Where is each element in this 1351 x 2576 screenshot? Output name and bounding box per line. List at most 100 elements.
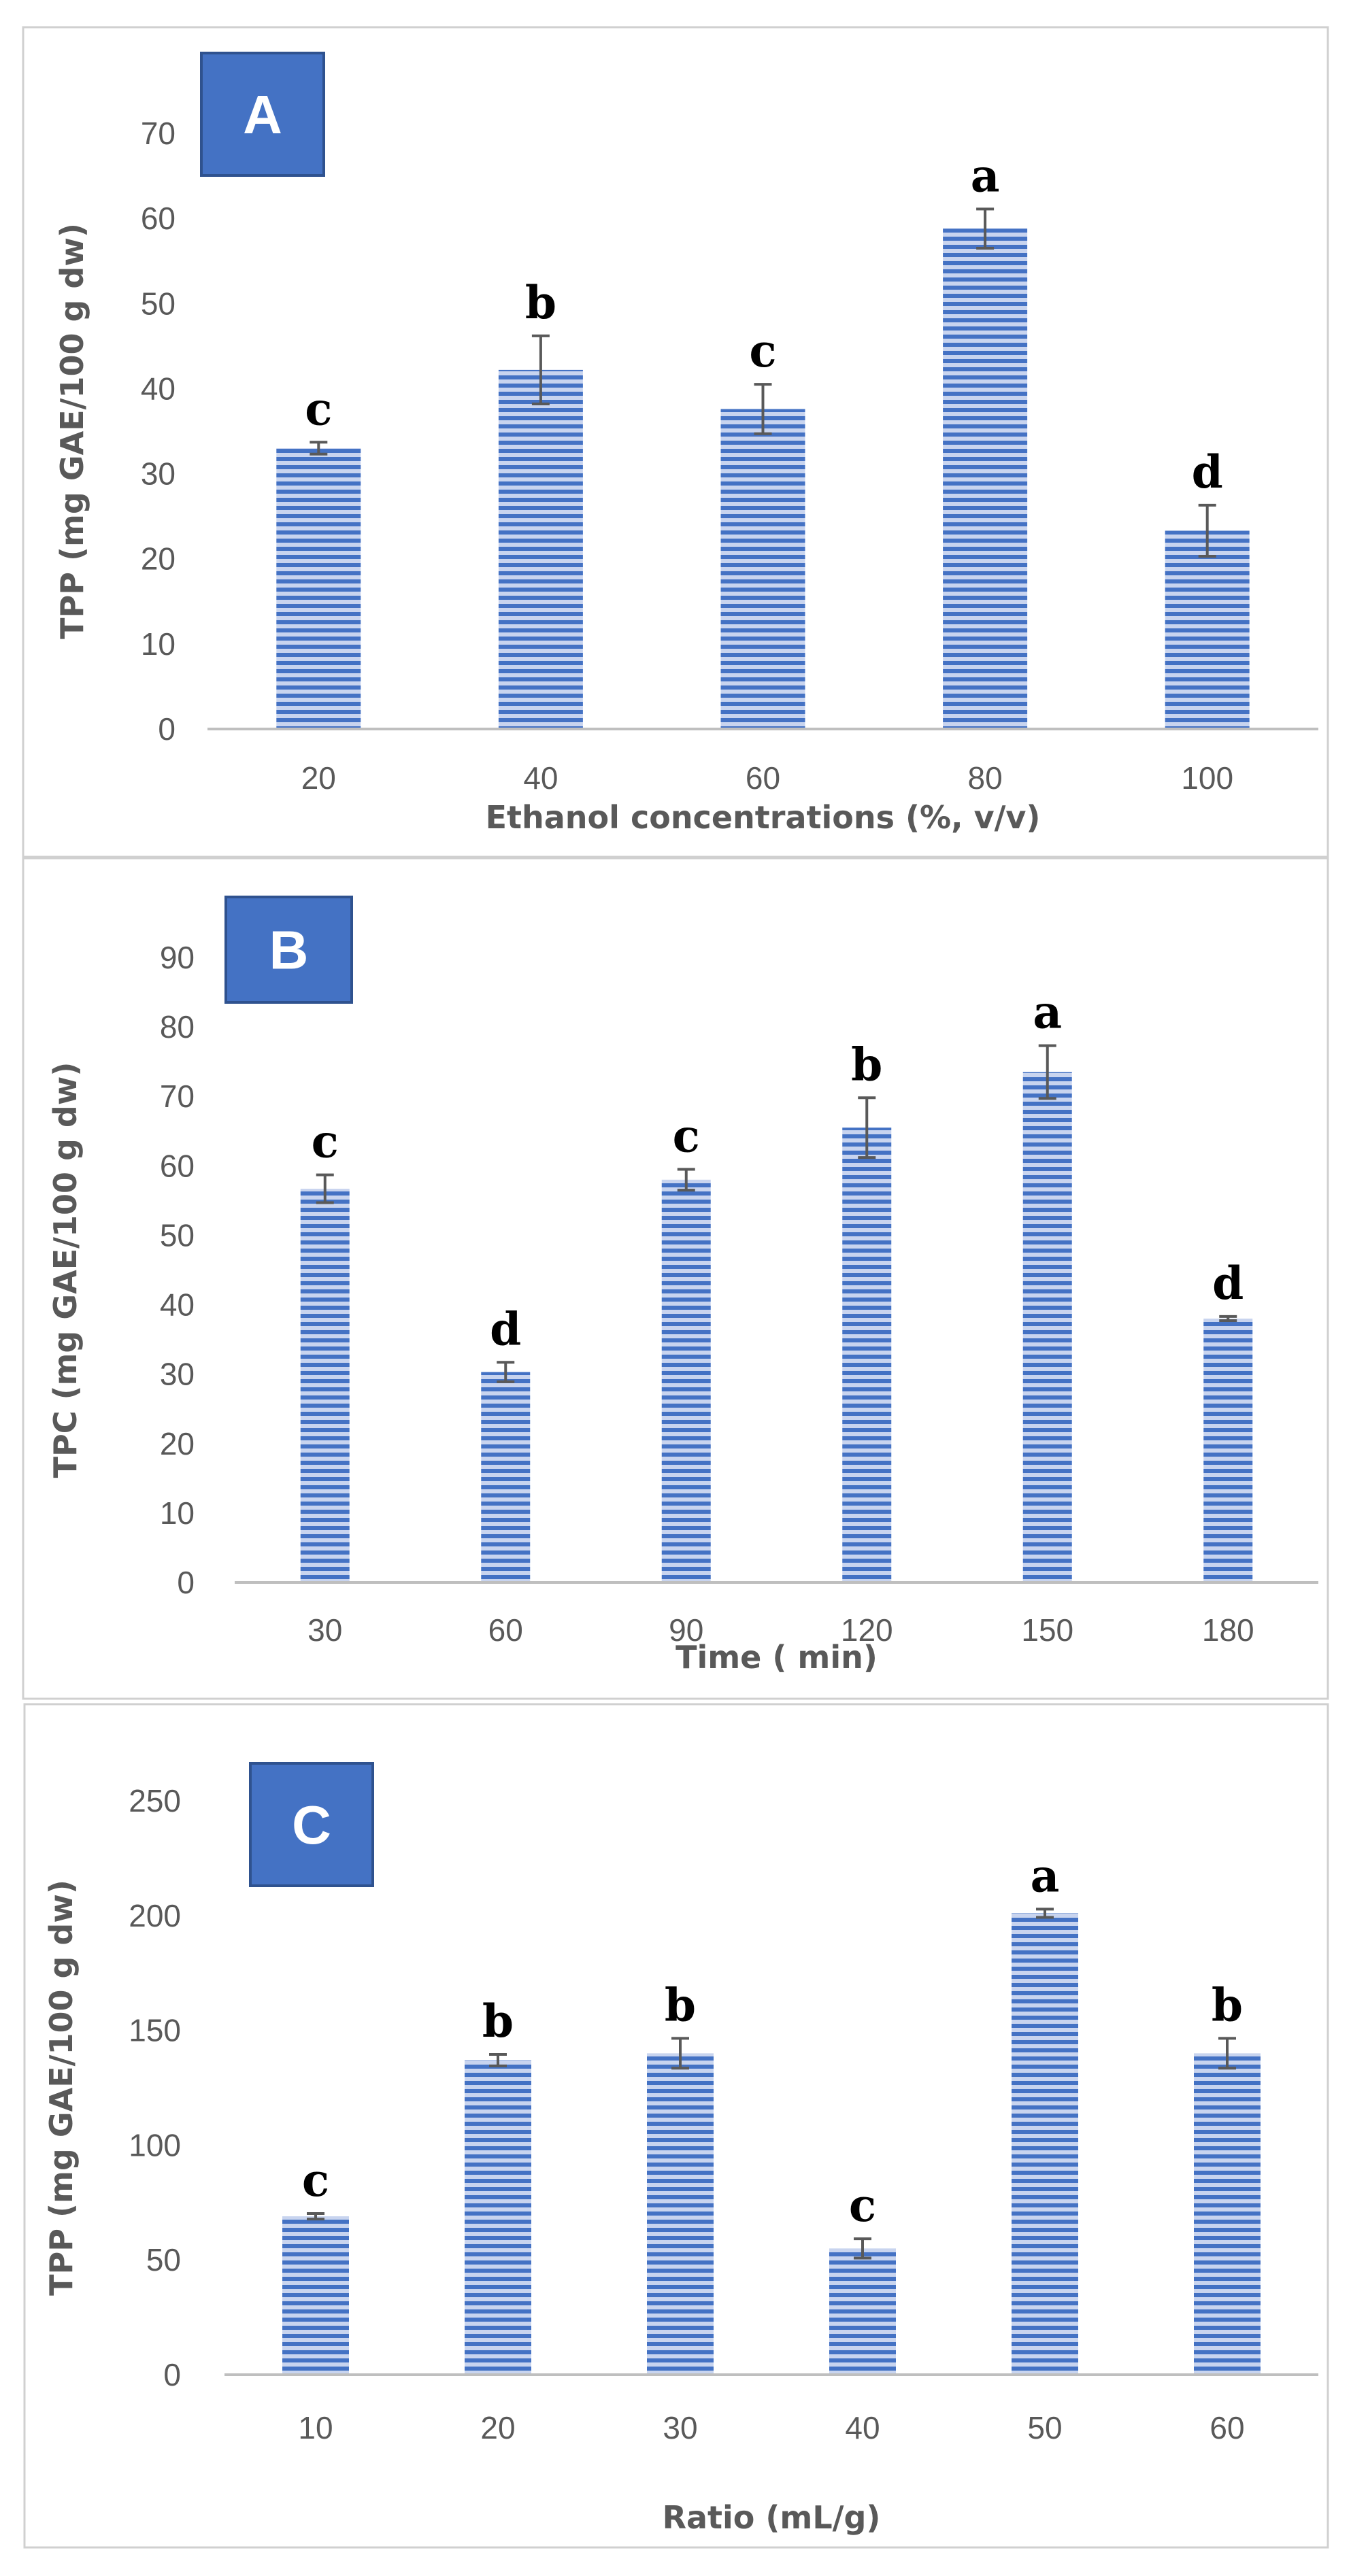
y-tick-label: 10 <box>141 626 176 662</box>
panel-tag-label: B <box>269 920 309 981</box>
error-bar <box>854 2237 871 2260</box>
significance-letter: c <box>302 2154 329 2207</box>
error-bar <box>497 1361 515 1383</box>
significance-letter: c <box>305 382 332 435</box>
error-bar <box>307 2212 324 2221</box>
x-tick-label: 60 <box>1210 2410 1244 2445</box>
y-tick-label: 250 <box>129 1783 181 1818</box>
y-axis-title: TPC (mg GAE/100 g dw) <box>47 1062 84 1478</box>
significance-letter: b <box>482 1995 514 2048</box>
bar <box>1194 2053 1261 2375</box>
chart-panel-c: 0 50 100 150 200 250 c 10 b 20 b 30 c 40 a 50 b 60 Ratio (… <box>23 1703 1329 2549</box>
x-tick-label: 40 <box>523 760 558 796</box>
x-axis-title: Time ( min) <box>676 1639 878 1676</box>
bar <box>1203 1318 1253 1582</box>
y-tick-label: 50 <box>146 2242 181 2277</box>
chart-panel-a: 0 10 20 30 40 50 60 70 c 20 b 40 c 60 a 80 d 100 Ethanol c… <box>22 26 1329 858</box>
bar <box>1165 530 1250 729</box>
error-bar <box>531 334 550 405</box>
significance-letter: d <box>1192 445 1223 498</box>
y-tick-label: 70 <box>141 116 176 151</box>
error-bar <box>1038 1044 1056 1100</box>
y-tick-label: 40 <box>141 371 176 406</box>
error-bar <box>1218 2037 1236 2070</box>
y-tick-label: 50 <box>141 286 176 321</box>
significance-letter: b <box>851 1038 882 1091</box>
error-bar <box>1036 1908 1054 1919</box>
y-tick-label: 70 <box>160 1079 195 1114</box>
significance-letter: c <box>312 1115 339 1168</box>
x-tick-label: 50 <box>1027 2410 1062 2445</box>
error-bar <box>671 2037 689 2070</box>
y-tick-label: 30 <box>141 456 176 492</box>
error-bar <box>310 441 328 456</box>
error-bar <box>976 207 995 250</box>
y-tick-label: 20 <box>141 541 176 577</box>
bar <box>276 448 361 729</box>
x-tick-label: 40 <box>845 2410 880 2445</box>
y-tick-label: 20 <box>160 1426 195 1461</box>
significance-letter: b <box>665 1978 696 2031</box>
panel-tag-box <box>249 1762 374 1887</box>
significance-letter: b <box>525 276 556 329</box>
bar <box>465 2060 531 2375</box>
x-tick-label: 80 <box>968 760 1003 796</box>
bar <box>943 228 1028 729</box>
y-tick-label: 90 <box>160 940 195 975</box>
y-tick-label: 80 <box>160 1009 195 1045</box>
x-tick-label: 60 <box>488 1612 523 1648</box>
bar <box>829 2248 896 2375</box>
significance-letter: d <box>1212 1257 1244 1310</box>
y-axis-title: TPP (mg GAE/100 g dw) <box>54 223 90 639</box>
x-tick-label: 10 <box>298 2410 333 2445</box>
y-tick-label: 150 <box>129 2013 181 2048</box>
bar <box>300 1189 350 1582</box>
bar <box>282 2216 349 2375</box>
y-tick-label: 50 <box>160 1217 195 1253</box>
x-tick-label: 30 <box>663 2410 697 2445</box>
error-bar <box>316 1173 334 1204</box>
y-tick-label: 200 <box>129 1898 181 1933</box>
y-tick-label: 10 <box>160 1495 195 1531</box>
y-tick-label: 0 <box>177 1565 195 1600</box>
significance-letter: a <box>1033 986 1062 1039</box>
x-tick-label: 60 <box>746 760 780 796</box>
y-tick-label: 0 <box>158 711 176 747</box>
bar <box>1022 1072 1072 1582</box>
significance-letter: d <box>490 1302 521 1355</box>
y-tick-label: 60 <box>141 201 176 236</box>
x-tick-label: 150 <box>1021 1612 1073 1648</box>
error-bar <box>677 1168 695 1192</box>
y-axis-title: TPP (mg GAE/100 g dw) <box>43 1880 80 2296</box>
x-tick-label: 90 <box>669 1612 703 1648</box>
x-tick-label: 20 <box>480 2410 515 2445</box>
significance-letter: c <box>849 2179 876 2232</box>
x-tick-label: 180 <box>1202 1612 1254 1648</box>
x-tick-label: 120 <box>841 1612 893 1648</box>
significance-letter: c <box>673 1109 700 1162</box>
panel-tag-box <box>200 52 325 177</box>
error-bar <box>1198 503 1216 558</box>
chart-panel-b: 0 10 20 30 40 50 60 70 80 90 c 30 d 60 c 90 b 120 a 150 d 180… <box>22 857 1329 1700</box>
x-axis-title: Ethanol concentrations (%, v/v) <box>486 799 1041 836</box>
significance-letter: b <box>1212 1978 1243 2031</box>
panel-tag-label: C <box>292 1795 331 1855</box>
x-tick-label: 30 <box>307 1612 342 1648</box>
error-bar <box>489 2053 507 2067</box>
y-tick-label: 100 <box>129 2127 181 2163</box>
y-tick-label: 60 <box>160 1148 195 1183</box>
bar <box>481 1372 531 1582</box>
y-tick-label: 40 <box>160 1287 195 1323</box>
bar <box>720 409 805 729</box>
bar <box>842 1128 892 1582</box>
error-bar <box>754 383 772 435</box>
x-tick-label: 100 <box>1181 760 1233 796</box>
bar <box>1012 1913 1078 2375</box>
x-tick-label: 20 <box>301 760 336 796</box>
y-tick-label: 0 <box>163 2357 181 2392</box>
bar <box>661 1179 711 1582</box>
error-bar <box>858 1096 876 1159</box>
significance-letter: c <box>749 324 776 377</box>
